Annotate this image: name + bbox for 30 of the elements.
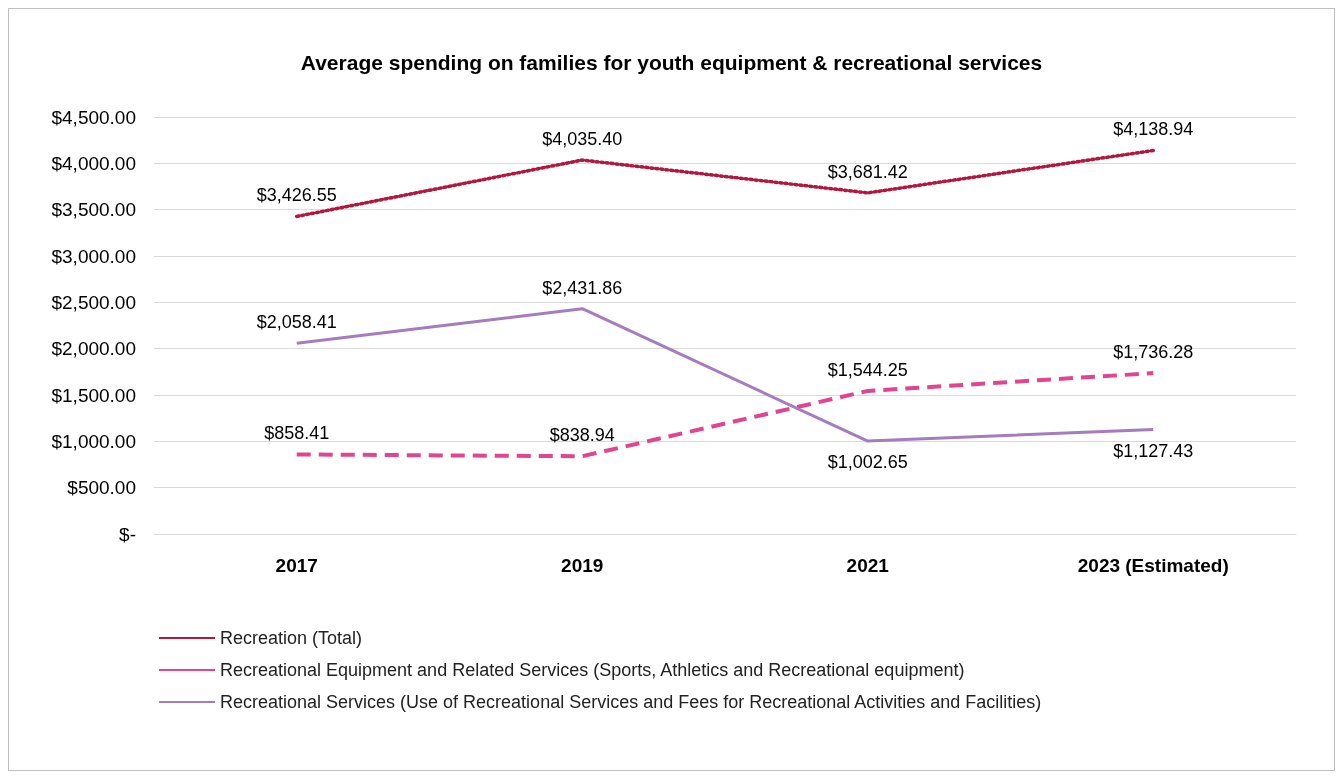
y-tick-label: $3,000.00 [51,245,136,267]
data-label: $858.41 [264,423,330,444]
data-label: $1,736.28 [1113,342,1194,363]
legend-label: Recreational Services (Use of Recreational Services and Fees for Recreational Activities and Facilities) [220,692,1042,712]
chart-title: Average spending on families for youth equipment & recreational services [300,51,1043,74]
y-tick-label: $500.00 [67,477,136,499]
y-tick-label: $1,000.00 [51,430,136,452]
x-tick-label: 2021 [846,555,890,576]
data-label: $1,127.43 [1113,440,1194,461]
data-label: $2,058.41 [256,312,337,333]
data-label: $1,544.25 [827,359,908,380]
data-label: $2,431.86 [542,277,623,298]
y-tick-label: $2,000.00 [51,338,136,360]
x-tick-label: 2023 (Estimated) [1077,555,1229,576]
data-label: $3,681.42 [827,161,908,182]
x-tick-label: 2019 [561,555,604,576]
data-label: $838.94 [549,425,615,446]
y-tick-label: $2,500.00 [51,291,136,313]
data-label: $4,035.40 [542,129,623,150]
data-label: $3,426.55 [256,185,337,206]
y-tick-label: $1,500.00 [51,384,136,406]
y-tick-label: $3,500.00 [51,199,136,221]
y-tick-label: $- [119,523,136,545]
legend-label: Recreation (Total) [220,628,363,648]
y-tick-label: $4,000.00 [51,152,136,174]
legend-label: Recreational Equipment and Related Services (Sports, Athletics and Recreational equipment) [220,660,965,680]
data-label: $4,138.94 [1113,119,1194,140]
x-tick-label: 2017 [275,555,318,576]
data-label: $1,002.65 [827,452,908,473]
y-tick-label: $4,500.00 [51,106,136,128]
